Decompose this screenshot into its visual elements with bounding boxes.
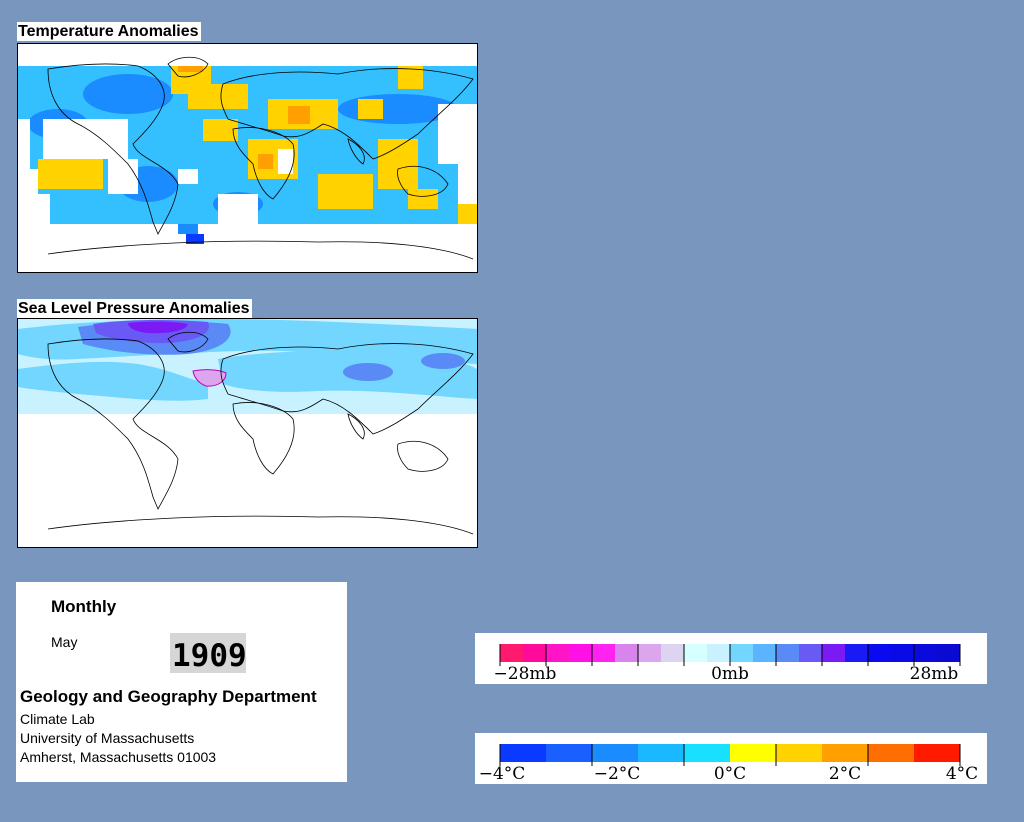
- temperature-legend-label-minus2: −2°C: [594, 764, 641, 784]
- temperature-legend-swatch-1: [546, 744, 593, 762]
- pressure-legend-swatch-11: [753, 644, 777, 662]
- pressure-anomaly-map: [17, 318, 478, 548]
- info-panel: Monthly May 1909 Geology and Geography D…: [16, 582, 347, 782]
- pressure-legend-swatch-4: [592, 644, 616, 662]
- period-mode-label: Monthly: [51, 597, 117, 616]
- pressure-legend-swatch-16: [868, 644, 892, 662]
- pressure-legend-swatch-15: [845, 644, 869, 662]
- department-name: Geology and Geography Department: [20, 687, 317, 706]
- temperature-legend-swatch-3: [638, 744, 685, 762]
- address-line-lab: Climate Lab: [20, 711, 95, 727]
- pressure-legend-swatch-14: [822, 644, 846, 662]
- pressure-legend-swatch-8: [684, 644, 708, 662]
- address-line-city: Amherst, Massachusetts 01003: [20, 749, 217, 765]
- pressure-legend-swatch-5: [615, 644, 639, 662]
- temperature-legend-swatch-9: [914, 744, 961, 762]
- pressure-map-title: Sea Level Pressure Anomalies: [17, 299, 252, 318]
- pressure-legend-swatch-0: [500, 644, 524, 662]
- pressure-legend-swatch-17: [891, 644, 915, 662]
- pressure-legend-swatch-18: [914, 644, 938, 662]
- pressure-color-legend: −28mb 0mb 28mb: [475, 633, 987, 684]
- pressure-legend-swatch-10: [730, 644, 754, 662]
- pressure-legend-swatch-19: [937, 644, 961, 662]
- temperature-legend-label-plus2: 2°C: [829, 764, 861, 784]
- temperature-legend-swatch-8: [868, 744, 915, 762]
- temperature-map-title: Temperature Anomalies: [17, 22, 201, 41]
- pressure-legend-label-max: 28mb: [910, 664, 959, 684]
- temperature-legend-swatch-0: [500, 744, 547, 762]
- temperature-legend-swatch-4: [684, 744, 731, 762]
- pressure-legend-swatch-3: [569, 644, 593, 662]
- year-display: 1909: [172, 638, 247, 674]
- temperature-anomaly-map: [17, 43, 478, 273]
- temperature-legend-label-minus4: −4°C: [479, 764, 526, 784]
- temperature-legend-label-plus4: 4°C: [946, 764, 978, 784]
- temperature-color-legend: −4°C −2°C 0°C 2°C 4°C: [475, 733, 987, 784]
- pressure-legend-swatch-9: [707, 644, 731, 662]
- pressure-legend-swatch-12: [776, 644, 800, 662]
- address-line-university: University of Massachusetts: [20, 730, 195, 746]
- temperature-legend-swatch-2: [592, 744, 639, 762]
- pressure-legend-swatch-2: [546, 644, 570, 662]
- month-label: May: [51, 634, 78, 650]
- year-display-box: [170, 633, 246, 673]
- temperature-legend-swatch-5: [730, 744, 777, 762]
- pressure-legend-swatch-1: [523, 644, 547, 662]
- pressure-legend-swatch-13: [799, 644, 823, 662]
- pressure-legend-label-zero: 0mb: [711, 664, 749, 684]
- temperature-legend-swatch-7: [822, 744, 869, 762]
- pressure-legend-swatch-6: [638, 644, 662, 662]
- temperature-legend-label-zero: 0°C: [714, 764, 746, 784]
- temperature-legend-swatch-6: [776, 744, 823, 762]
- pressure-legend-swatch-7: [661, 644, 685, 662]
- pressure-legend-label-min: −28mb: [494, 664, 557, 684]
